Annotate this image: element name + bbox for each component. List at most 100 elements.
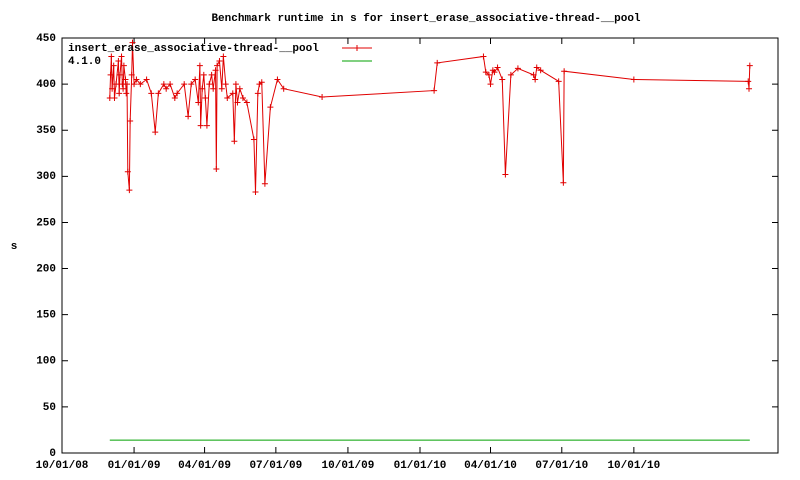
point-marker xyxy=(746,85,753,92)
point-marker xyxy=(250,136,257,143)
point-marker xyxy=(216,58,223,65)
point-marker xyxy=(261,180,268,187)
x-tick-label: 01/01/10 xyxy=(394,460,447,472)
point-marker xyxy=(502,171,509,178)
point-marker xyxy=(116,71,123,78)
point-marker xyxy=(133,76,140,83)
point-marker xyxy=(123,90,130,97)
point-marker xyxy=(212,67,219,74)
point-marker xyxy=(122,76,129,83)
point-marker xyxy=(129,39,136,46)
y-tick-label: 0 xyxy=(49,448,56,460)
point-marker xyxy=(203,122,210,129)
point-marker xyxy=(234,99,241,106)
x-tick-label: 01/01/09 xyxy=(108,460,161,472)
point-marker xyxy=(120,62,127,69)
point-marker xyxy=(507,71,514,78)
point-marker xyxy=(116,90,123,97)
point-marker xyxy=(109,85,116,92)
plot-frame xyxy=(61,37,779,454)
point-marker xyxy=(485,71,492,78)
point-marker xyxy=(197,122,204,129)
point-marker xyxy=(131,81,138,88)
point-marker xyxy=(192,76,199,83)
point-marker xyxy=(127,118,134,124)
point-marker xyxy=(560,179,567,186)
point-marker xyxy=(206,81,213,88)
point-marker xyxy=(229,90,236,97)
point-marker xyxy=(214,62,221,69)
x-tick-label: 10/01/09 xyxy=(322,460,375,472)
y-tick-label: 350 xyxy=(36,125,56,137)
point-marker xyxy=(120,85,127,92)
point-marker xyxy=(222,81,229,88)
point-marker xyxy=(480,53,487,60)
point-marker xyxy=(128,71,135,78)
point-marker xyxy=(124,168,131,175)
point-marker xyxy=(258,79,265,86)
point-marker xyxy=(555,78,562,85)
y-tick-label: 50 xyxy=(43,402,56,414)
legend-marker xyxy=(354,45,360,51)
point-marker xyxy=(243,99,250,106)
point-marker xyxy=(252,189,259,196)
point-marker xyxy=(494,64,501,71)
point-marker xyxy=(239,94,246,101)
point-marker xyxy=(210,85,217,92)
point-marker xyxy=(185,113,192,120)
point-marker xyxy=(174,90,181,97)
y-tick-label: 250 xyxy=(36,217,56,229)
point-marker xyxy=(319,94,326,101)
x-tick-label: 07/01/09 xyxy=(249,460,302,472)
point-marker xyxy=(745,78,752,85)
point-marker xyxy=(232,81,239,88)
point-marker xyxy=(431,87,438,94)
point-marker xyxy=(195,99,202,106)
legend-label: insert_erase_associative-thread-__pool xyxy=(68,43,319,55)
point-marker xyxy=(280,85,287,92)
point-marker xyxy=(171,94,178,101)
point-marker xyxy=(115,58,122,65)
point-marker xyxy=(202,94,209,101)
point-marker xyxy=(152,129,159,136)
point-marker xyxy=(181,81,188,88)
chart-title: Benchmark runtime in s for insert_erase_… xyxy=(211,13,640,25)
point-marker xyxy=(213,165,220,172)
point-marker xyxy=(111,94,118,101)
y-tick-label: 100 xyxy=(36,356,56,368)
point-marker xyxy=(107,71,114,78)
point-marker xyxy=(124,81,131,88)
point-marker xyxy=(274,76,281,83)
x-tick-label: 10/01/08 xyxy=(36,460,89,472)
point-marker xyxy=(491,69,498,76)
point-marker xyxy=(236,85,243,92)
point-marker xyxy=(267,104,274,111)
point-marker xyxy=(143,76,150,83)
x-tick-label: 10/01/10 xyxy=(607,460,660,472)
point-marker xyxy=(254,90,261,97)
point-marker xyxy=(231,138,238,145)
series-line xyxy=(109,42,751,193)
point-marker xyxy=(196,62,203,69)
point-marker xyxy=(561,68,568,75)
point-marker xyxy=(208,71,215,78)
point-marker xyxy=(434,59,441,66)
point-marker xyxy=(220,53,227,60)
point-marker xyxy=(482,69,489,76)
point-marker xyxy=(200,71,207,78)
point-marker xyxy=(108,53,115,60)
point-marker xyxy=(218,85,225,92)
x-tick-label: 07/01/10 xyxy=(535,460,588,472)
x-tick-label: 04/01/10 xyxy=(464,460,517,472)
y-tick-label: 300 xyxy=(36,171,56,183)
point-marker xyxy=(199,85,206,92)
point-marker xyxy=(537,67,544,74)
point-marker xyxy=(224,94,231,101)
point-marker xyxy=(533,64,540,71)
y-tick-label: 450 xyxy=(36,33,56,45)
point-marker xyxy=(110,62,117,69)
x-tick-label: 04/01/09 xyxy=(178,460,231,472)
y-axis-label: s xyxy=(11,241,18,253)
